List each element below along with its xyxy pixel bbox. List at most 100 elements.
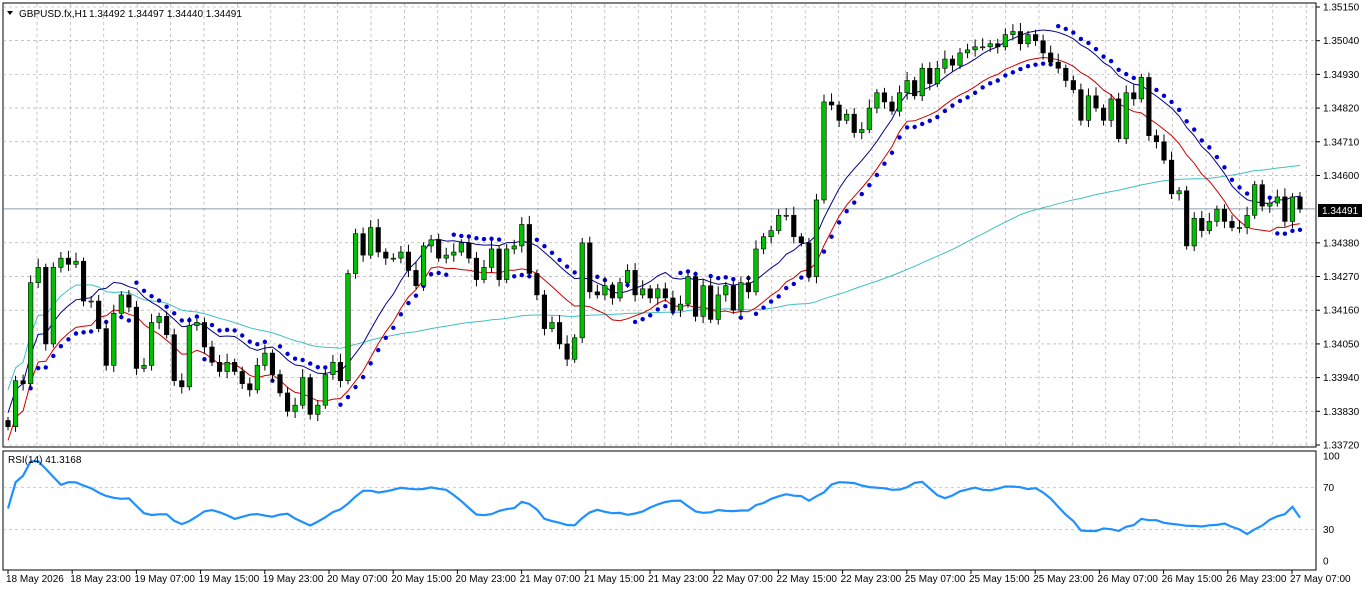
candle-body (20, 380, 26, 385)
candle-body (760, 236, 767, 250)
sar-dot (821, 249, 827, 254)
candle-body (828, 101, 835, 106)
current-price-value: 1.34491 (1322, 206, 1359, 217)
sar-dot (1222, 165, 1227, 170)
sar-dot (451, 232, 456, 237)
sar-dot (134, 280, 139, 285)
candle-body (1048, 52, 1054, 63)
sar-dot (920, 121, 925, 127)
sar-dot (512, 274, 517, 279)
sar-dot (799, 275, 804, 280)
candle-body (1289, 196, 1296, 222)
sar-dot (1176, 107, 1182, 113)
candle-body (171, 334, 177, 381)
candle-body (1032, 34, 1039, 41)
sar-dot (292, 356, 298, 361)
candle-body (473, 257, 480, 280)
candle-body (352, 233, 359, 274)
sar-dot (232, 328, 237, 333)
sar-dot (942, 108, 948, 114)
candle-body (1274, 196, 1280, 204)
sar-dot (383, 335, 388, 340)
price-tick-label: 1.34710 (1323, 137, 1360, 148)
candle-body (368, 227, 374, 256)
sar-dot (1078, 36, 1084, 42)
candle-body (1236, 227, 1243, 229)
sar-dot (1282, 231, 1288, 236)
candle-body (1267, 202, 1273, 207)
candle-body (859, 129, 865, 133)
candle-body (776, 214, 782, 231)
rsi-level-label: 100 (1323, 452, 1340, 463)
sar-dot (685, 269, 691, 274)
candle-body (579, 242, 585, 339)
sar-dot (338, 402, 343, 407)
candle-body (1002, 34, 1008, 48)
sar-dot (1101, 54, 1106, 59)
main-panel-frame (2, 2, 1317, 448)
candle-body (1131, 92, 1137, 100)
candle-body (602, 285, 608, 296)
candle-body (874, 92, 880, 109)
candle-body (80, 260, 87, 302)
sar-dot (791, 281, 796, 287)
candle-body (405, 251, 412, 271)
sar-dot (217, 328, 222, 333)
candle-body (179, 380, 185, 388)
sar-dot (1124, 71, 1129, 77)
candle-body (987, 43, 993, 48)
candle-body (511, 245, 517, 250)
time-tick-label: 21 May 07:00 (520, 574, 581, 585)
sar-dot (663, 303, 668, 309)
candle-body (436, 239, 442, 259)
time-tick-label: 25 May 07:00 (905, 574, 966, 585)
sar-dot (1297, 227, 1303, 233)
time-tick-label: 27 May 07:00 (1290, 574, 1351, 585)
candle-body (466, 242, 472, 259)
candle-body (670, 297, 676, 311)
candle-body (254, 365, 260, 391)
triangle-down-icon[interactable] (7, 11, 13, 15)
sar-dot (1237, 185, 1242, 190)
sar-dot (557, 257, 562, 263)
sar-dot (209, 322, 215, 328)
candle-body (556, 322, 563, 345)
candle-body (677, 303, 684, 311)
candle-body (1078, 89, 1084, 121)
sar-dot (927, 118, 932, 124)
sar-dot (564, 264, 570, 269)
sar-dot (829, 234, 834, 239)
price-tick-label: 1.34050 (1323, 339, 1360, 350)
candle-body (866, 107, 872, 130)
candle-body (904, 80, 910, 94)
candle-body (1206, 221, 1212, 231)
sar-dot (731, 276, 736, 282)
sar-dot (836, 220, 842, 225)
sar-dot (1214, 154, 1220, 160)
candle-body (889, 101, 895, 112)
sar-dot (444, 272, 449, 277)
price-tick-label: 1.33720 (1323, 441, 1360, 452)
candle-body (1221, 208, 1228, 222)
candle-body (88, 300, 94, 303)
sar-dot (240, 333, 245, 338)
candle-body (239, 371, 245, 385)
sar-dot (368, 361, 373, 366)
candle-body (216, 362, 223, 372)
candle-body (851, 113, 857, 133)
rsi-series-line (6, 460, 1301, 536)
time-tick-label: 19 May 15:00 (199, 574, 260, 585)
candle-body (96, 300, 102, 329)
sar-dot (172, 311, 177, 316)
candle-body (1229, 221, 1235, 228)
sar-dot (73, 331, 79, 336)
rsi-level-label: 70 (1323, 483, 1335, 494)
sar-dot (1071, 30, 1076, 35)
price-tick-label: 1.34380 (1323, 238, 1360, 249)
candles[interactable] (5, 22, 1303, 432)
sar-dot (126, 318, 132, 323)
candle-body (745, 282, 752, 293)
candle-body (337, 362, 344, 381)
